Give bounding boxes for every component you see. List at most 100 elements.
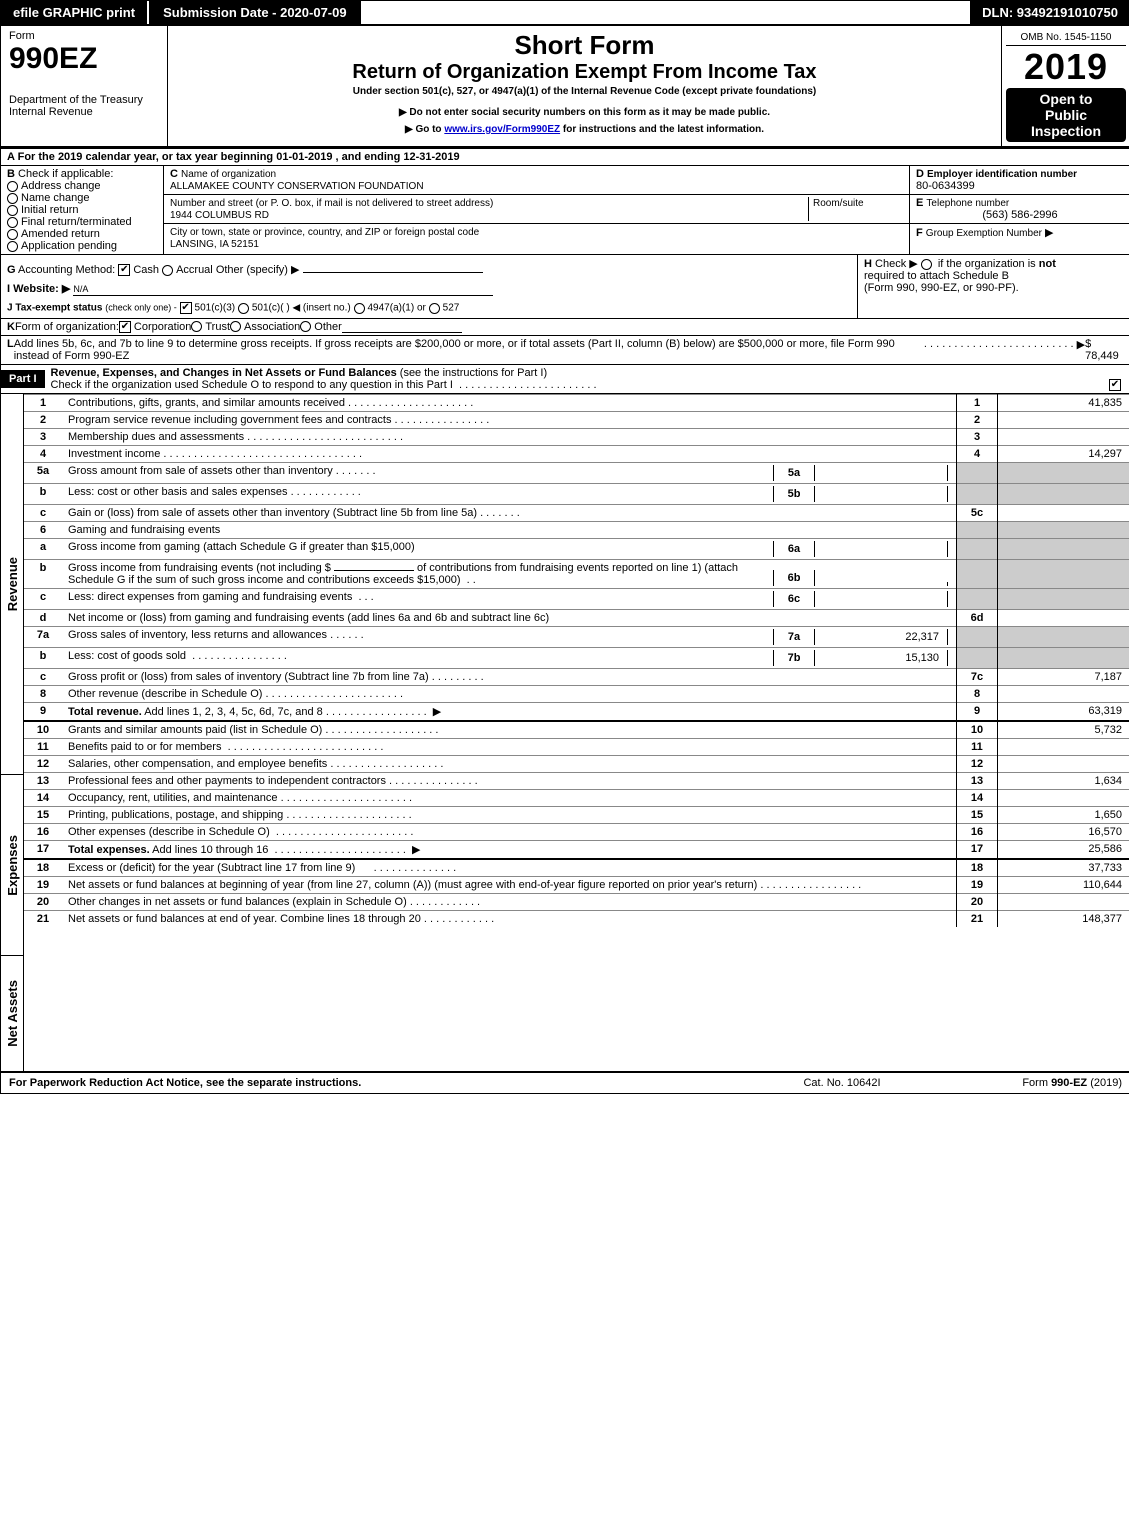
l21-val: 148,377 — [998, 911, 1129, 928]
dept-treasury: Department of the Treasury — [9, 94, 159, 106]
cash-check[interactable] — [118, 264, 130, 276]
line-19: 19Net assets or fund balances at beginni… — [24, 877, 1129, 894]
section-a: A For the 2019 calendar year, or tax yea… — [1, 148, 1129, 165]
501c-check[interactable] — [238, 303, 249, 314]
footer-cat: Cat. No. 10642I — [742, 1077, 942, 1089]
g-other-line[interactable] — [303, 272, 483, 273]
f-arrow: ▶ — [1045, 227, 1053, 239]
name-change-check[interactable] — [7, 193, 18, 204]
b-pending: Application pending — [21, 240, 117, 252]
501c3-check[interactable] — [180, 302, 192, 314]
line-3: 3Membership dues and assessments . . . .… — [24, 429, 1129, 446]
gh-row: G Accounting Method: Cash Accrual Other … — [1, 254, 1129, 318]
page-footer: For Paperwork Reduction Act Notice, see … — [1, 1071, 1129, 1093]
initial-return-check[interactable] — [7, 205, 18, 216]
submission-date: Submission Date - 2020-07-09 — [149, 1, 361, 24]
l13-desc: Professional fees and other payments to … — [68, 775, 386, 787]
k-assoc: Association — [244, 321, 300, 333]
label-i: I — [7, 283, 10, 295]
l-row: L Add lines 5b, 6c, and 7b to line 9 to … — [1, 335, 1129, 364]
l8-val — [998, 686, 1129, 703]
other-check[interactable] — [300, 321, 311, 332]
l17-d2: Add lines 10 through 16 — [152, 844, 268, 856]
l6b-blank[interactable] — [334, 570, 414, 571]
l8-desc: Other revenue (describe in Schedule O) — [68, 688, 262, 700]
line-9: 9Total revenue. Add lines 1, 2, 3, 4, 5c… — [24, 703, 1129, 722]
label-e: E — [916, 197, 923, 209]
l6c-sv — [815, 591, 948, 607]
l9-desc: Total revenue. — [68, 706, 142, 718]
amended-check[interactable] — [7, 229, 18, 240]
g-text: Accounting Method: — [18, 264, 115, 276]
l7b-sv: 15,130 — [815, 650, 948, 666]
line-7a: 7a Gross sales of inventory, less return… — [24, 627, 1129, 648]
l16-desc: Other expenses (describe in Schedule O) — [68, 826, 270, 838]
l12-val — [998, 756, 1129, 773]
line-6: 6Gaming and fundraising events — [24, 522, 1129, 539]
efile-button[interactable]: efile GRAPHIC print — [1, 1, 149, 24]
label-d: D — [916, 168, 924, 180]
k-other: Other — [314, 321, 342, 333]
4947-check[interactable] — [354, 303, 365, 314]
527-check[interactable] — [429, 303, 440, 314]
l2-val — [998, 412, 1129, 429]
line-21: 21Net assets or fund balances at end of … — [24, 911, 1129, 928]
irs-link[interactable]: www.irs.gov/Form990EZ — [444, 124, 560, 135]
line-8: 8Other revenue (describe in Schedule O) … — [24, 686, 1129, 703]
l7a-desc: Gross sales of inventory, less returns a… — [68, 629, 327, 641]
l16-val: 16,570 — [998, 824, 1129, 841]
l6b-sv — [815, 582, 948, 586]
part1-body: Revenue Expenses Net Assets 1Contributio… — [1, 393, 1129, 1071]
j-c3: 501(c)(3) — [195, 303, 236, 314]
assoc-check[interactable] — [230, 321, 241, 332]
l14-val — [998, 790, 1129, 807]
c-city-label: City or town, state or province, country… — [170, 227, 479, 238]
addr-change-check[interactable] — [7, 181, 18, 192]
side-netassets: Net Assets — [3, 976, 22, 1051]
form-number: 990EZ — [9, 42, 159, 76]
line-2: 2Program service revenue including gover… — [24, 412, 1129, 429]
side-revenue: Revenue — [3, 553, 22, 615]
line-14: 14Occupancy, rent, utilities, and mainte… — [24, 790, 1129, 807]
j-sub: (check only one) - — [105, 303, 177, 313]
goto-post: for instructions and the latest informat… — [563, 124, 764, 135]
l3-val — [998, 429, 1129, 446]
l5a-desc: Gross amount from sale of assets other t… — [68, 465, 333, 477]
h-text2: if the organization is — [938, 258, 1036, 270]
trust-check[interactable] — [191, 321, 202, 332]
line-6c: c Less: direct expenses from gaming and … — [24, 589, 1129, 610]
l5b-desc: Less: cost or other basis and sales expe… — [68, 486, 288, 498]
line-15: 15Printing, publications, postage, and s… — [24, 807, 1129, 824]
footer-left: For Paperwork Reduction Act Notice, see … — [9, 1077, 742, 1089]
line-12: 12Salaries, other compensation, and empl… — [24, 756, 1129, 773]
l6b-d1: Gross income from fundraising events (no… — [68, 562, 331, 574]
dln: DLN: 93492191010750 — [970, 1, 1129, 24]
footer-form-num: 990-EZ — [1051, 1077, 1087, 1089]
k-other-line[interactable] — [342, 321, 462, 333]
part1-check[interactable] — [1109, 379, 1121, 391]
corp-check[interactable] — [119, 321, 131, 333]
h-check[interactable] — [921, 259, 932, 270]
d-title: Employer identification number — [927, 169, 1077, 180]
l18-desc: Excess or (deficit) for the year (Subtra… — [68, 862, 355, 874]
l7c-desc: Gross profit or (loss) from sales of inv… — [68, 671, 429, 683]
l5a-sv — [815, 465, 948, 481]
label-b: B — [7, 168, 15, 180]
accrual-check[interactable] — [162, 265, 173, 276]
title-return: Return of Organization Exempt From Incom… — [176, 61, 993, 84]
b-addr: Address change — [21, 180, 101, 192]
c-name-label: Name of organization — [181, 169, 276, 180]
final-return-check[interactable] — [7, 217, 18, 228]
l11-desc: Benefits paid to or for members — [68, 741, 221, 753]
pending-check[interactable] — [7, 241, 18, 252]
l6d-val — [998, 610, 1129, 627]
line-5b: b Less: cost or other basis and sales ex… — [24, 484, 1129, 505]
line-7c: cGross profit or (loss) from sales of in… — [24, 669, 1129, 686]
irs: Internal Revenue — [9, 106, 159, 118]
l2-desc: Program service revenue including govern… — [68, 414, 391, 426]
open-2: Public — [1045, 107, 1087, 123]
label-f: F — [916, 227, 923, 239]
b-name: Name change — [21, 192, 90, 204]
g-accrual: Accrual — [176, 264, 213, 276]
l17-val: 25,586 — [998, 841, 1129, 860]
